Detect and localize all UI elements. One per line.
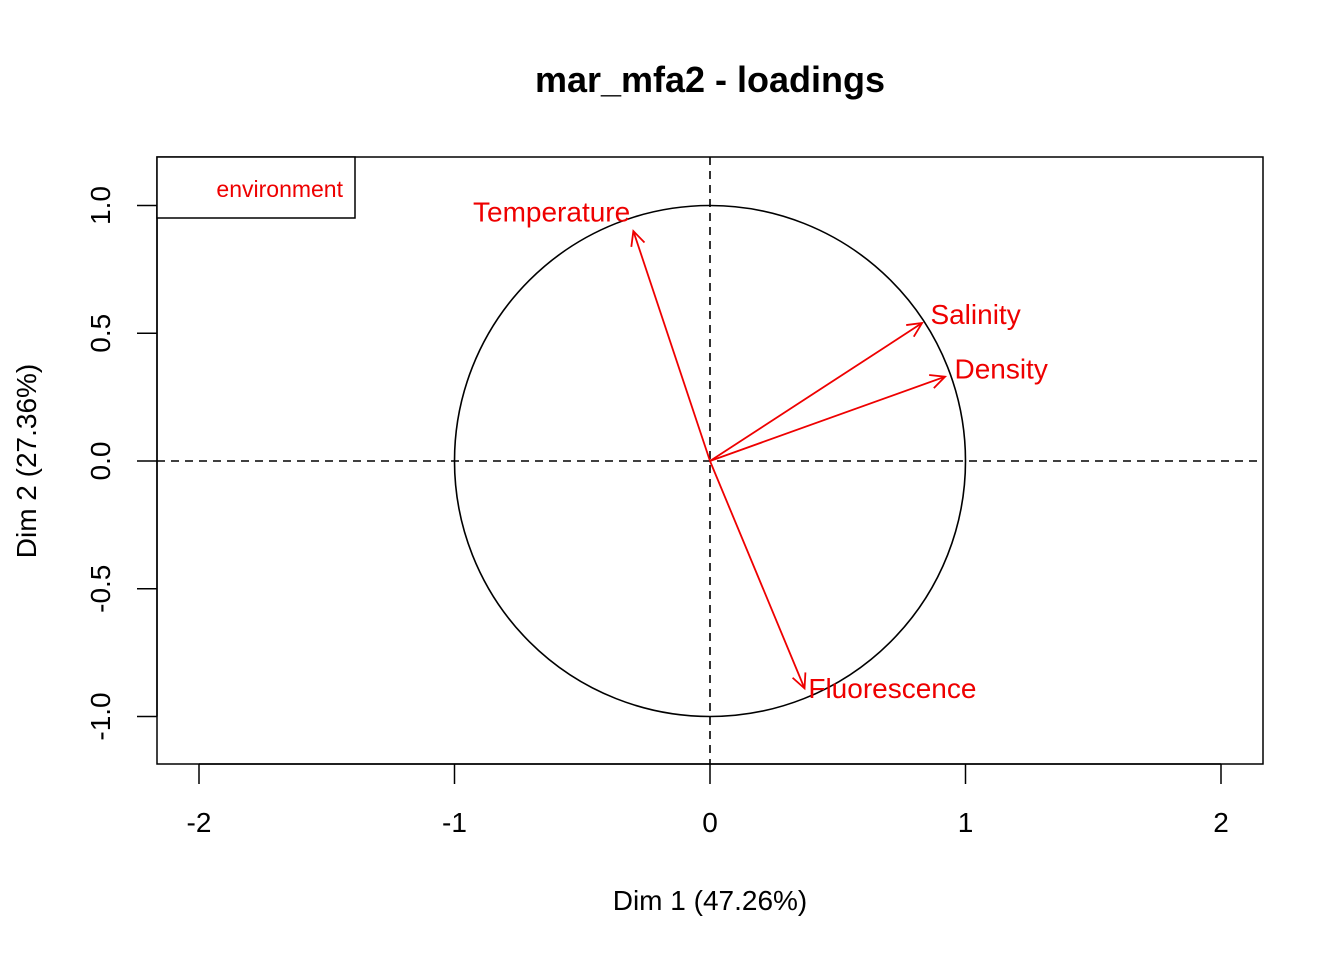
legend-box	[156, 156, 356, 219]
x-tick-label: 2	[1213, 807, 1229, 838]
legend-entry-environment: environment	[216, 176, 343, 202]
vector-label-salinity: Salinity	[930, 299, 1020, 330]
y-tick-label: 1.0	[85, 186, 116, 225]
x-axis-label: Dim 1 (47.26%)	[613, 885, 808, 916]
arrowhead-density	[929, 374, 948, 389]
arrowhead-salinity	[906, 321, 924, 338]
y-tick-label: -1.0	[85, 692, 116, 740]
arrowhead-fluorescence	[791, 672, 807, 691]
vector-density	[709, 375, 946, 462]
y-tick-label: -0.5	[85, 565, 116, 613]
loading-vectors: Temperature Salinity Density Fluorescence	[473, 197, 1048, 704]
correlation-circle	[453, 204, 967, 718]
x-axis: -2 -1 0 1 2	[187, 763, 1229, 838]
arrowhead-temperature	[630, 229, 646, 248]
x-tick-label: 1	[958, 807, 974, 838]
vector-temperature	[632, 230, 711, 462]
x-tick-label: -2	[187, 807, 212, 838]
legend: environment	[156, 156, 356, 219]
y-axis-label: Dim 2 (27.36%)	[11, 364, 42, 559]
vector-salinity	[709, 322, 923, 462]
y-tick-label: 0.5	[85, 314, 116, 353]
x-tick-label: -1	[442, 807, 467, 838]
vector-label-temperature: Temperature	[473, 197, 630, 228]
unit-circle	[453, 204, 967, 718]
chart-title: mar_mfa2 - loadings	[535, 59, 885, 100]
y-axis: -1.0 -0.5 0.0 0.5 1.0	[85, 186, 158, 741]
y-tick-label: 0.0	[85, 442, 116, 481]
x-tick-label: 0	[702, 807, 718, 838]
vector-label-density: Density	[954, 354, 1047, 385]
vector-fluorescence	[709, 460, 806, 689]
vector-label-fluorescence: Fluorescence	[808, 673, 976, 704]
